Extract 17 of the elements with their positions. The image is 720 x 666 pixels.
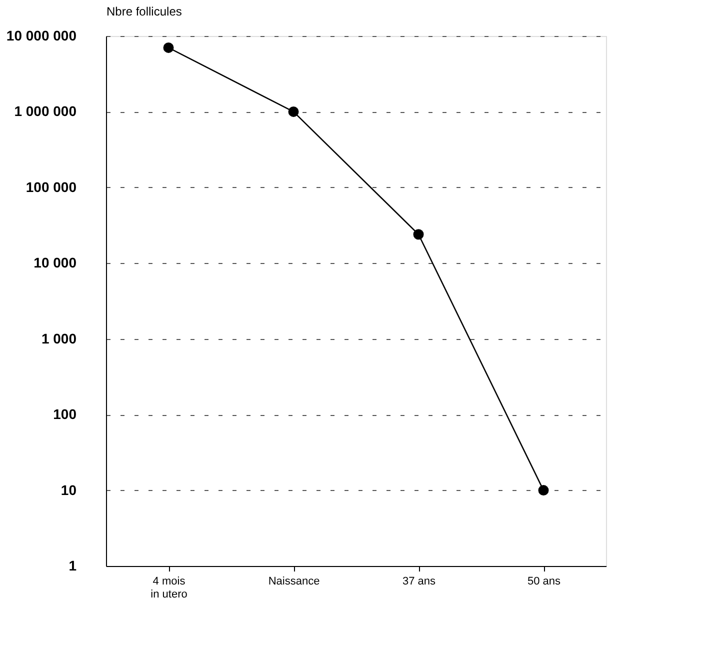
y-tick-label: 10 bbox=[60, 482, 77, 498]
y-axis-title: Nbre follicules bbox=[106, 4, 182, 18]
y-tick-label: 1 bbox=[68, 558, 77, 574]
y-tick-label: 100 bbox=[53, 406, 77, 422]
x-tick-label: 50 ans bbox=[527, 576, 562, 588]
y-tick-label: 10 000 bbox=[34, 254, 77, 271]
y-tick-label: 1 000 bbox=[41, 330, 77, 346]
y-tick-label: 100 000 bbox=[26, 178, 77, 195]
point bbox=[413, 229, 424, 240]
y-tick-label: 1 000 000 bbox=[14, 103, 77, 120]
point bbox=[163, 42, 174, 53]
y-tick-label: 10 000 000 bbox=[6, 28, 77, 44]
x-tick-label: 37 ans bbox=[402, 576, 436, 588]
point bbox=[288, 106, 299, 117]
point bbox=[538, 485, 549, 496]
x-tick-label: Naissance bbox=[268, 576, 320, 588]
x-tick-label: 4 mois in utero bbox=[150, 576, 188, 600]
